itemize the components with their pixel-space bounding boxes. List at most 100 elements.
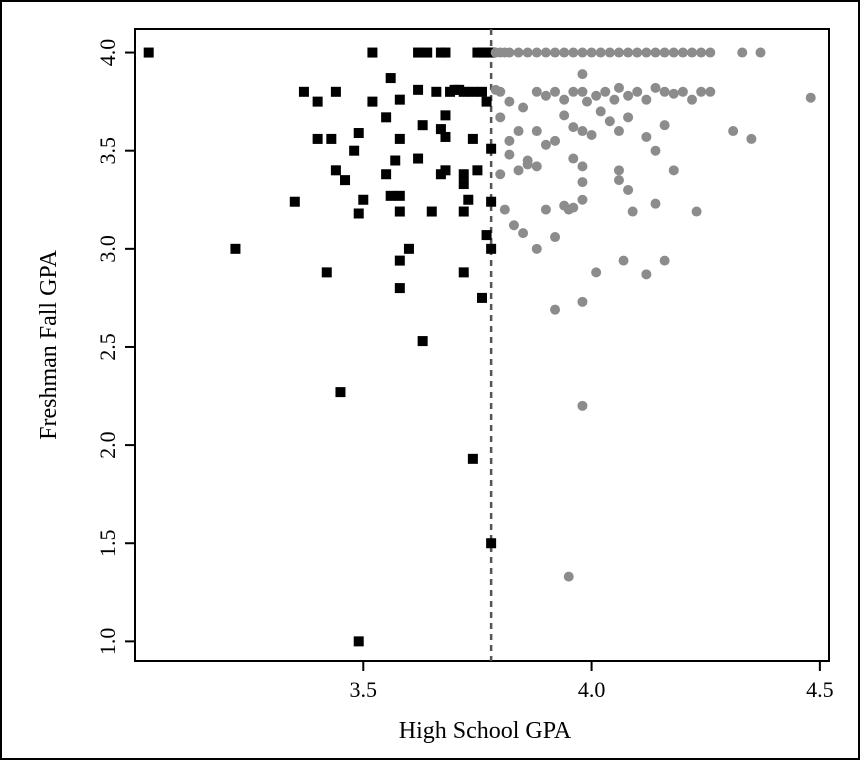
data-point — [486, 143, 497, 154]
data-point — [582, 96, 593, 107]
data-point — [367, 47, 378, 58]
data-point — [463, 194, 474, 205]
data-point — [394, 133, 405, 144]
data-point — [431, 86, 442, 97]
data-point — [540, 90, 551, 101]
data-point — [650, 47, 661, 58]
data-point — [577, 161, 588, 172]
data-point — [577, 296, 588, 307]
plot-area — [134, 28, 830, 662]
data-point — [659, 47, 670, 58]
data-point — [358, 194, 369, 205]
data-point — [413, 84, 424, 95]
data-point — [413, 153, 424, 164]
data-point — [477, 292, 487, 303]
data-point — [613, 175, 624, 186]
data-point — [481, 96, 492, 107]
data-point — [591, 90, 602, 101]
data-point — [440, 165, 451, 176]
data-point — [650, 198, 661, 209]
data-point — [326, 133, 337, 144]
data-point — [623, 184, 634, 195]
data-point — [353, 208, 364, 219]
data-point — [390, 155, 401, 166]
data-point — [623, 90, 634, 101]
data-point — [563, 571, 574, 582]
data-point — [435, 124, 446, 135]
data-point — [353, 128, 364, 139]
data-point — [641, 94, 652, 105]
data-point — [495, 86, 506, 97]
data-point — [367, 96, 378, 107]
data-point — [595, 106, 606, 117]
data-point — [550, 86, 561, 97]
data-point — [568, 153, 579, 164]
data-point — [623, 112, 634, 123]
data-point — [577, 126, 588, 137]
data-point — [540, 204, 551, 215]
data-point — [504, 96, 515, 107]
data-point — [668, 88, 679, 99]
data-point — [531, 126, 542, 137]
data-point — [550, 135, 561, 146]
data-point — [486, 538, 497, 549]
data-point — [737, 47, 748, 58]
data-point — [641, 131, 652, 142]
data-point — [467, 86, 478, 97]
data-point — [522, 47, 533, 58]
data-point — [659, 255, 670, 266]
data-point — [422, 47, 433, 58]
y-axis: 1.0 1.5 2.0 2.5 3.0 3.5 4.0 — [95, 39, 135, 655]
data-point — [513, 165, 524, 176]
data-point — [604, 47, 615, 58]
data-point — [604, 116, 615, 127]
data-point — [755, 47, 766, 58]
data-point — [413, 47, 424, 58]
data-point — [518, 228, 529, 239]
data-point — [467, 453, 478, 464]
data-point — [440, 47, 451, 58]
data-point — [513, 126, 524, 137]
data-point — [518, 102, 529, 113]
x-tick-label: 3.5 — [350, 677, 378, 702]
y-tick-label: 4.0 — [95, 39, 120, 67]
y-tick-label: 3.5 — [95, 137, 120, 165]
data-point — [627, 206, 638, 217]
data-point — [403, 243, 414, 254]
data-point — [632, 86, 643, 97]
data-point — [143, 47, 154, 58]
data-point — [531, 47, 542, 58]
data-point — [687, 47, 698, 58]
data-point — [577, 86, 588, 97]
data-point — [600, 86, 611, 97]
data-point — [330, 86, 341, 97]
data-point — [746, 133, 757, 144]
data-point — [550, 304, 561, 315]
data-point — [458, 206, 469, 217]
data-point — [609, 94, 620, 105]
data-point — [591, 267, 602, 278]
data-point — [486, 243, 497, 254]
y-tick-label: 1.0 — [95, 628, 120, 656]
data-point — [805, 92, 816, 103]
data-point — [568, 202, 579, 213]
data-point — [381, 169, 392, 180]
data-point — [340, 175, 351, 186]
data-point — [568, 86, 579, 97]
data-point — [691, 206, 702, 217]
data-point — [586, 47, 597, 58]
data-point — [659, 86, 670, 97]
data-point — [458, 86, 469, 97]
data-point — [394, 283, 405, 294]
y-axis-title: Freshman Fall GPA — [36, 249, 62, 439]
x-axis-title: High School GPA — [399, 718, 572, 744]
data-point — [650, 82, 661, 93]
data-point — [381, 112, 392, 123]
data-point — [353, 636, 364, 647]
data-point — [668, 47, 679, 58]
data-point — [677, 86, 688, 97]
data-point — [618, 255, 629, 266]
data-point — [659, 120, 670, 131]
data-point — [705, 86, 716, 97]
